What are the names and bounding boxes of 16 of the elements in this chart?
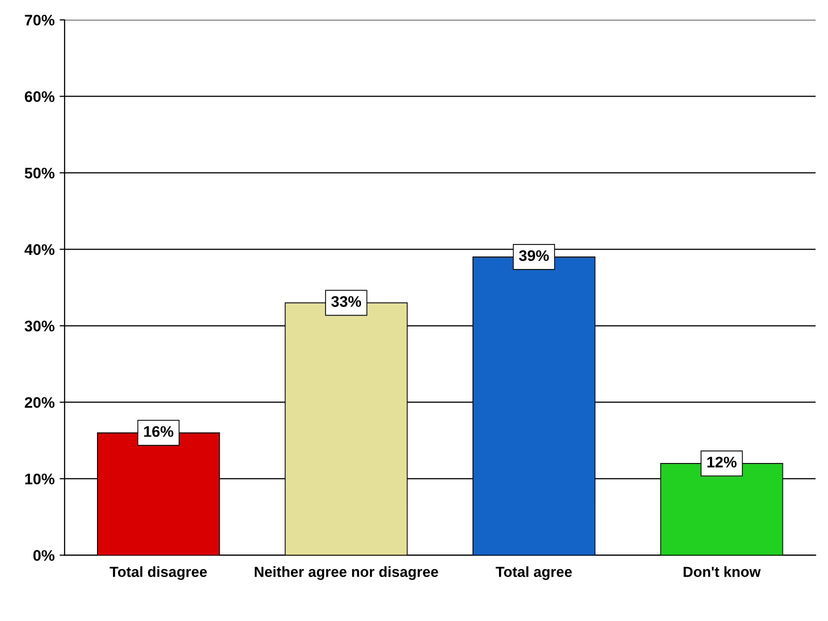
y-tick-label: 70% xyxy=(24,14,54,26)
y-tick-label: 10% xyxy=(25,474,54,484)
y-tick-label: 40% xyxy=(24,244,54,255)
x-tick-label: Don't know xyxy=(684,566,761,577)
y-tick-label: 50% xyxy=(24,168,54,178)
data-label: 33% xyxy=(331,296,362,307)
x-tick-label: Neither agree nor disagree xyxy=(254,566,438,580)
data-label: 16% xyxy=(144,426,174,437)
x-tick-label: Total disagree xyxy=(110,566,207,580)
x-tick-label: Total agree xyxy=(496,566,572,580)
y-tick-label: 0% xyxy=(33,550,54,561)
data-label: 39% xyxy=(519,250,549,262)
y-tick-label: 60% xyxy=(24,91,54,102)
data-label: 12% xyxy=(707,456,737,468)
y-tick-label: 20% xyxy=(24,397,54,408)
y-tick-label: 30% xyxy=(24,320,54,332)
